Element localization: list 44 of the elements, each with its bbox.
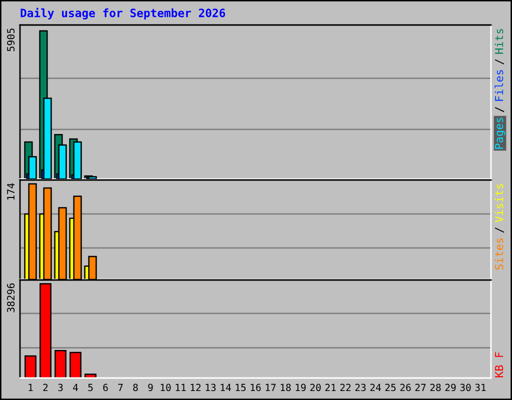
x-tick-label: 21 bbox=[325, 384, 336, 391]
text: Pages bbox=[494, 118, 506, 149]
x-tick-label: 3 bbox=[58, 384, 63, 392]
x-tick-label: 24 bbox=[370, 384, 381, 391]
x-tick-label: 6 bbox=[103, 384, 108, 392]
text: 38296 bbox=[7, 283, 15, 312]
text: 5905 bbox=[7, 28, 15, 52]
chart-title: Daily usage for September 2026 bbox=[20, 8, 226, 20]
x-tick-label: 25 bbox=[385, 384, 396, 392]
x-tick-label: 18 bbox=[280, 384, 291, 392]
x-tick-label: 27 bbox=[415, 384, 426, 391]
x-tick-label: 30 bbox=[460, 384, 471, 392]
x-tick-label: 2 bbox=[43, 384, 48, 391]
text: Files bbox=[494, 70, 504, 101]
x-tick-label: 19 bbox=[296, 384, 306, 392]
x-tick-label: 11 bbox=[176, 384, 186, 391]
x-tick-label: 1 bbox=[28, 384, 33, 391]
text: Hits bbox=[494, 29, 504, 54]
x-tick-label: 5 bbox=[88, 384, 93, 392]
text: 174 bbox=[7, 183, 14, 200]
x-tick-label: 16 bbox=[250, 384, 261, 392]
text: Visits bbox=[494, 184, 504, 222]
text: KB F bbox=[495, 352, 504, 378]
x-tick-label: 23 bbox=[355, 384, 366, 392]
x-tick-label: 31 bbox=[475, 384, 486, 392]
text: / bbox=[495, 106, 504, 112]
x-tick-label: 20 bbox=[310, 384, 321, 392]
x-tick-label: 26 bbox=[400, 384, 411, 392]
x-tick-label: 9 bbox=[148, 384, 153, 392]
x-tick-label: 29 bbox=[445, 384, 456, 392]
x-tick-label: 15 bbox=[236, 384, 246, 392]
text: / bbox=[495, 228, 504, 233]
x-tick-label: 28 bbox=[430, 384, 441, 392]
x-tick-label: 17 bbox=[266, 384, 276, 391]
x-tick-label: 22 bbox=[340, 384, 351, 391]
x-tick-label: 14 bbox=[220, 384, 231, 391]
x-tick-label: 8 bbox=[133, 384, 138, 392]
x-tick-label: 12 bbox=[190, 384, 201, 391]
text: Sites bbox=[494, 238, 504, 270]
text: / bbox=[495, 59, 504, 65]
x-tick-label: 13 bbox=[206, 384, 216, 392]
x-tick-label: 10 bbox=[160, 384, 171, 392]
x-tick-label: 7 bbox=[118, 384, 123, 391]
x-tick-label: 4 bbox=[73, 384, 78, 391]
